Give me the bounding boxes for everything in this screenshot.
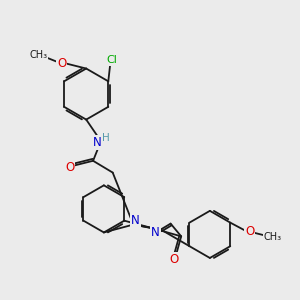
Text: O: O xyxy=(65,161,74,174)
Text: CH₃: CH₃ xyxy=(263,232,281,242)
Text: N: N xyxy=(151,226,160,239)
Text: H: H xyxy=(102,133,110,143)
Text: O: O xyxy=(245,225,254,238)
Text: N: N xyxy=(93,136,101,148)
Text: Cl: Cl xyxy=(107,55,118,65)
Text: O: O xyxy=(57,57,66,70)
Text: N: N xyxy=(131,214,140,227)
Text: O: O xyxy=(170,254,179,266)
Text: CH₃: CH₃ xyxy=(29,50,47,60)
